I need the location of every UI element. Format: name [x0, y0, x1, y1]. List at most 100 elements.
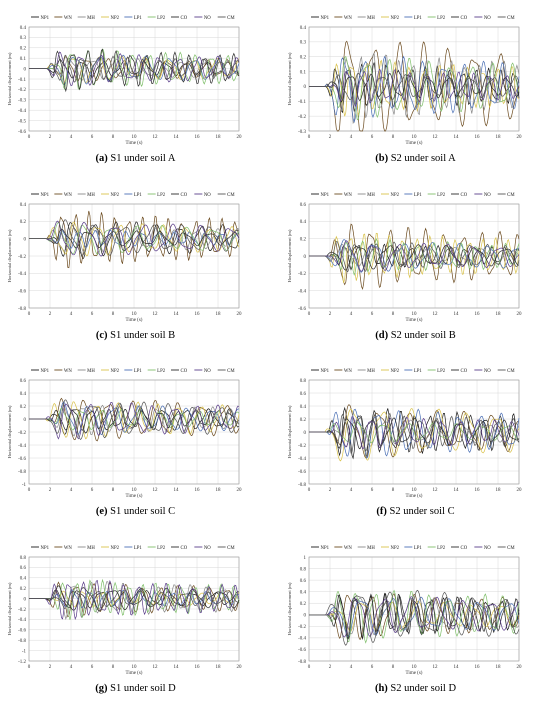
y-axis-title: Horizontal displacement (m): [287, 405, 292, 458]
legend-label: NP2: [111, 546, 120, 551]
panel-tag: (g): [95, 683, 107, 694]
y-tick-label: 0.2: [20, 220, 27, 225]
panel-caption-text: S2 under soil A: [388, 153, 456, 164]
legend: NP1 WN MH NP2 LP1 LP2 CO NO CM: [31, 546, 235, 551]
legend-label: WN: [64, 369, 73, 374]
legend-label: CM: [507, 546, 515, 551]
chart-svg: 0.40.30.20.10-0.1-0.2-0.3-0.4-0.5-0.60 2 4…: [3, 5, 268, 145]
x-tick-label: 12: [153, 135, 159, 140]
x-tick-label: 4: [70, 312, 73, 317]
x-tick-label: 2: [49, 312, 52, 317]
x-tick-label: 14: [454, 135, 460, 140]
x-tick-label: 4: [350, 488, 353, 493]
y-tick-label: 0: [24, 67, 27, 72]
y-tick-label: -0.5: [18, 119, 26, 124]
y-tick-label: 0.4: [20, 392, 27, 397]
x-tick-label: 2: [329, 665, 332, 670]
legend-label: NP2: [391, 546, 400, 551]
legend-label: LP2: [437, 193, 446, 198]
x-axis-title: Time (s): [406, 141, 423, 145]
panel-caption-text: S1 under soil D: [108, 683, 176, 694]
x-tick-label: 14: [174, 312, 180, 317]
x-tick-label: 6: [371, 488, 374, 493]
y-tick-label: 0.2: [300, 602, 307, 607]
x-tick-label: 14: [174, 135, 180, 140]
y-tick-label: 0: [304, 614, 307, 619]
legend-label: NP1: [321, 16, 330, 21]
x-tick-label: 6: [91, 135, 94, 140]
x-axis-title: Time (s): [406, 494, 423, 498]
legend-label: WN: [344, 546, 353, 551]
legend-label: NO: [204, 193, 211, 198]
x-tick-label: 14: [174, 488, 180, 493]
x-tick-label: 10: [132, 665, 138, 670]
legend-label: CO: [181, 369, 188, 374]
y-axis-title: Horizontal displacement (m): [7, 582, 12, 635]
x-tick-label: 12: [153, 312, 159, 317]
x-tick-label: 12: [153, 488, 159, 493]
x-tick-label: 18: [216, 312, 222, 317]
x-tick-label: 14: [454, 312, 460, 317]
y-tick-label: -0.8: [18, 639, 26, 644]
y-tick-label: -0.4: [18, 272, 26, 277]
y-tick-label: -0.8: [298, 660, 306, 665]
legend-label: MH: [87, 16, 95, 21]
legend-label: MH: [367, 16, 375, 21]
x-tick-label: 8: [392, 135, 395, 140]
legend-label: LP1: [134, 369, 143, 374]
x-tick-label: 10: [132, 135, 138, 140]
chart-panel-h: 1 0.8 0.6 0.4 0.2 0 -0.2 -0.4 -0.6 -0.8 0 2 4 6 8 10 12 1…: [283, 535, 548, 699]
legend-label: WN: [64, 193, 73, 198]
legend-label: LP1: [414, 546, 423, 551]
legend-label: NO: [204, 546, 211, 551]
y-tick-label: 0.4: [20, 577, 27, 582]
y-tick-label: 0.4: [300, 220, 307, 225]
x-tick-label: 4: [70, 135, 73, 140]
panel-caption-text: S2 under soil B: [388, 330, 456, 341]
y-tick-label: -0.2: [298, 272, 306, 277]
chart-panel-d: 0.6 0.4 0.2 0 -0.2 -0.4 -0.6 0 2 4 6 8 10 12 14 16 18 20 T…: [283, 182, 548, 346]
x-tick-label: 20: [517, 665, 523, 670]
y-tick-label: 0.2: [20, 47, 27, 52]
legend-label: LP2: [437, 369, 446, 374]
chart-panel-e: 0.6 0.4 0.2 0 -0.2 -0.4 -0.6 -0.8 -1 0 2 4 6 8 10 12 14 1…: [3, 358, 268, 522]
x-tick-label: 12: [153, 665, 159, 670]
legend-label: NP2: [391, 16, 400, 21]
legend-label: NP1: [321, 369, 330, 374]
x-tick-label: 10: [132, 312, 138, 317]
legend-label: CO: [461, 546, 468, 551]
legend-label: MH: [367, 546, 375, 551]
y-tick-label: 0.2: [20, 587, 27, 592]
legend-label: NP1: [321, 546, 330, 551]
y-tick-label: -0.2: [298, 625, 306, 630]
x-tick-label: 4: [70, 488, 73, 493]
legend-label: NP1: [41, 369, 50, 374]
legend-label: CO: [461, 16, 468, 21]
legend-label: NP2: [111, 193, 120, 198]
y-tick-label: -0.6: [298, 470, 306, 475]
y-tick-label: -0.8: [18, 470, 26, 475]
panel-caption: (a) S1 under soil A: [3, 153, 268, 164]
x-tick-label: 0: [28, 488, 31, 493]
panel-tag: (f): [376, 506, 387, 517]
x-tick-label: 0: [28, 312, 31, 317]
x-tick-label: 18: [496, 488, 502, 493]
y-tick-label: -0.4: [298, 637, 306, 642]
panel-tag: (h): [375, 683, 388, 694]
legend-label: WN: [344, 16, 353, 21]
legend: NP1 WN MH NP2 LP1 LP2 CO NO CM: [31, 193, 235, 198]
chart-svg: 0.60.40.20-0.2-0.4-0.60 2 4 6 8 10 12 14 16 18 20T…: [283, 182, 548, 322]
y-tick-label: -0.6: [18, 629, 26, 634]
y-tick-label: -0.4: [18, 618, 26, 623]
y-tick-label: 1: [304, 556, 307, 561]
y-tick-label: 0: [304, 85, 307, 90]
legend-label: MH: [367, 369, 375, 374]
legend-label: MH: [87, 193, 95, 198]
y-tick-label: -0.8: [298, 483, 306, 488]
x-tick-label: 12: [433, 665, 439, 670]
x-axis-title: Time (s): [126, 671, 143, 675]
legend-label: CM: [507, 193, 515, 198]
x-tick-label: 18: [216, 135, 222, 140]
legend-label: NO: [484, 546, 491, 551]
x-tick-label: 18: [216, 665, 222, 670]
